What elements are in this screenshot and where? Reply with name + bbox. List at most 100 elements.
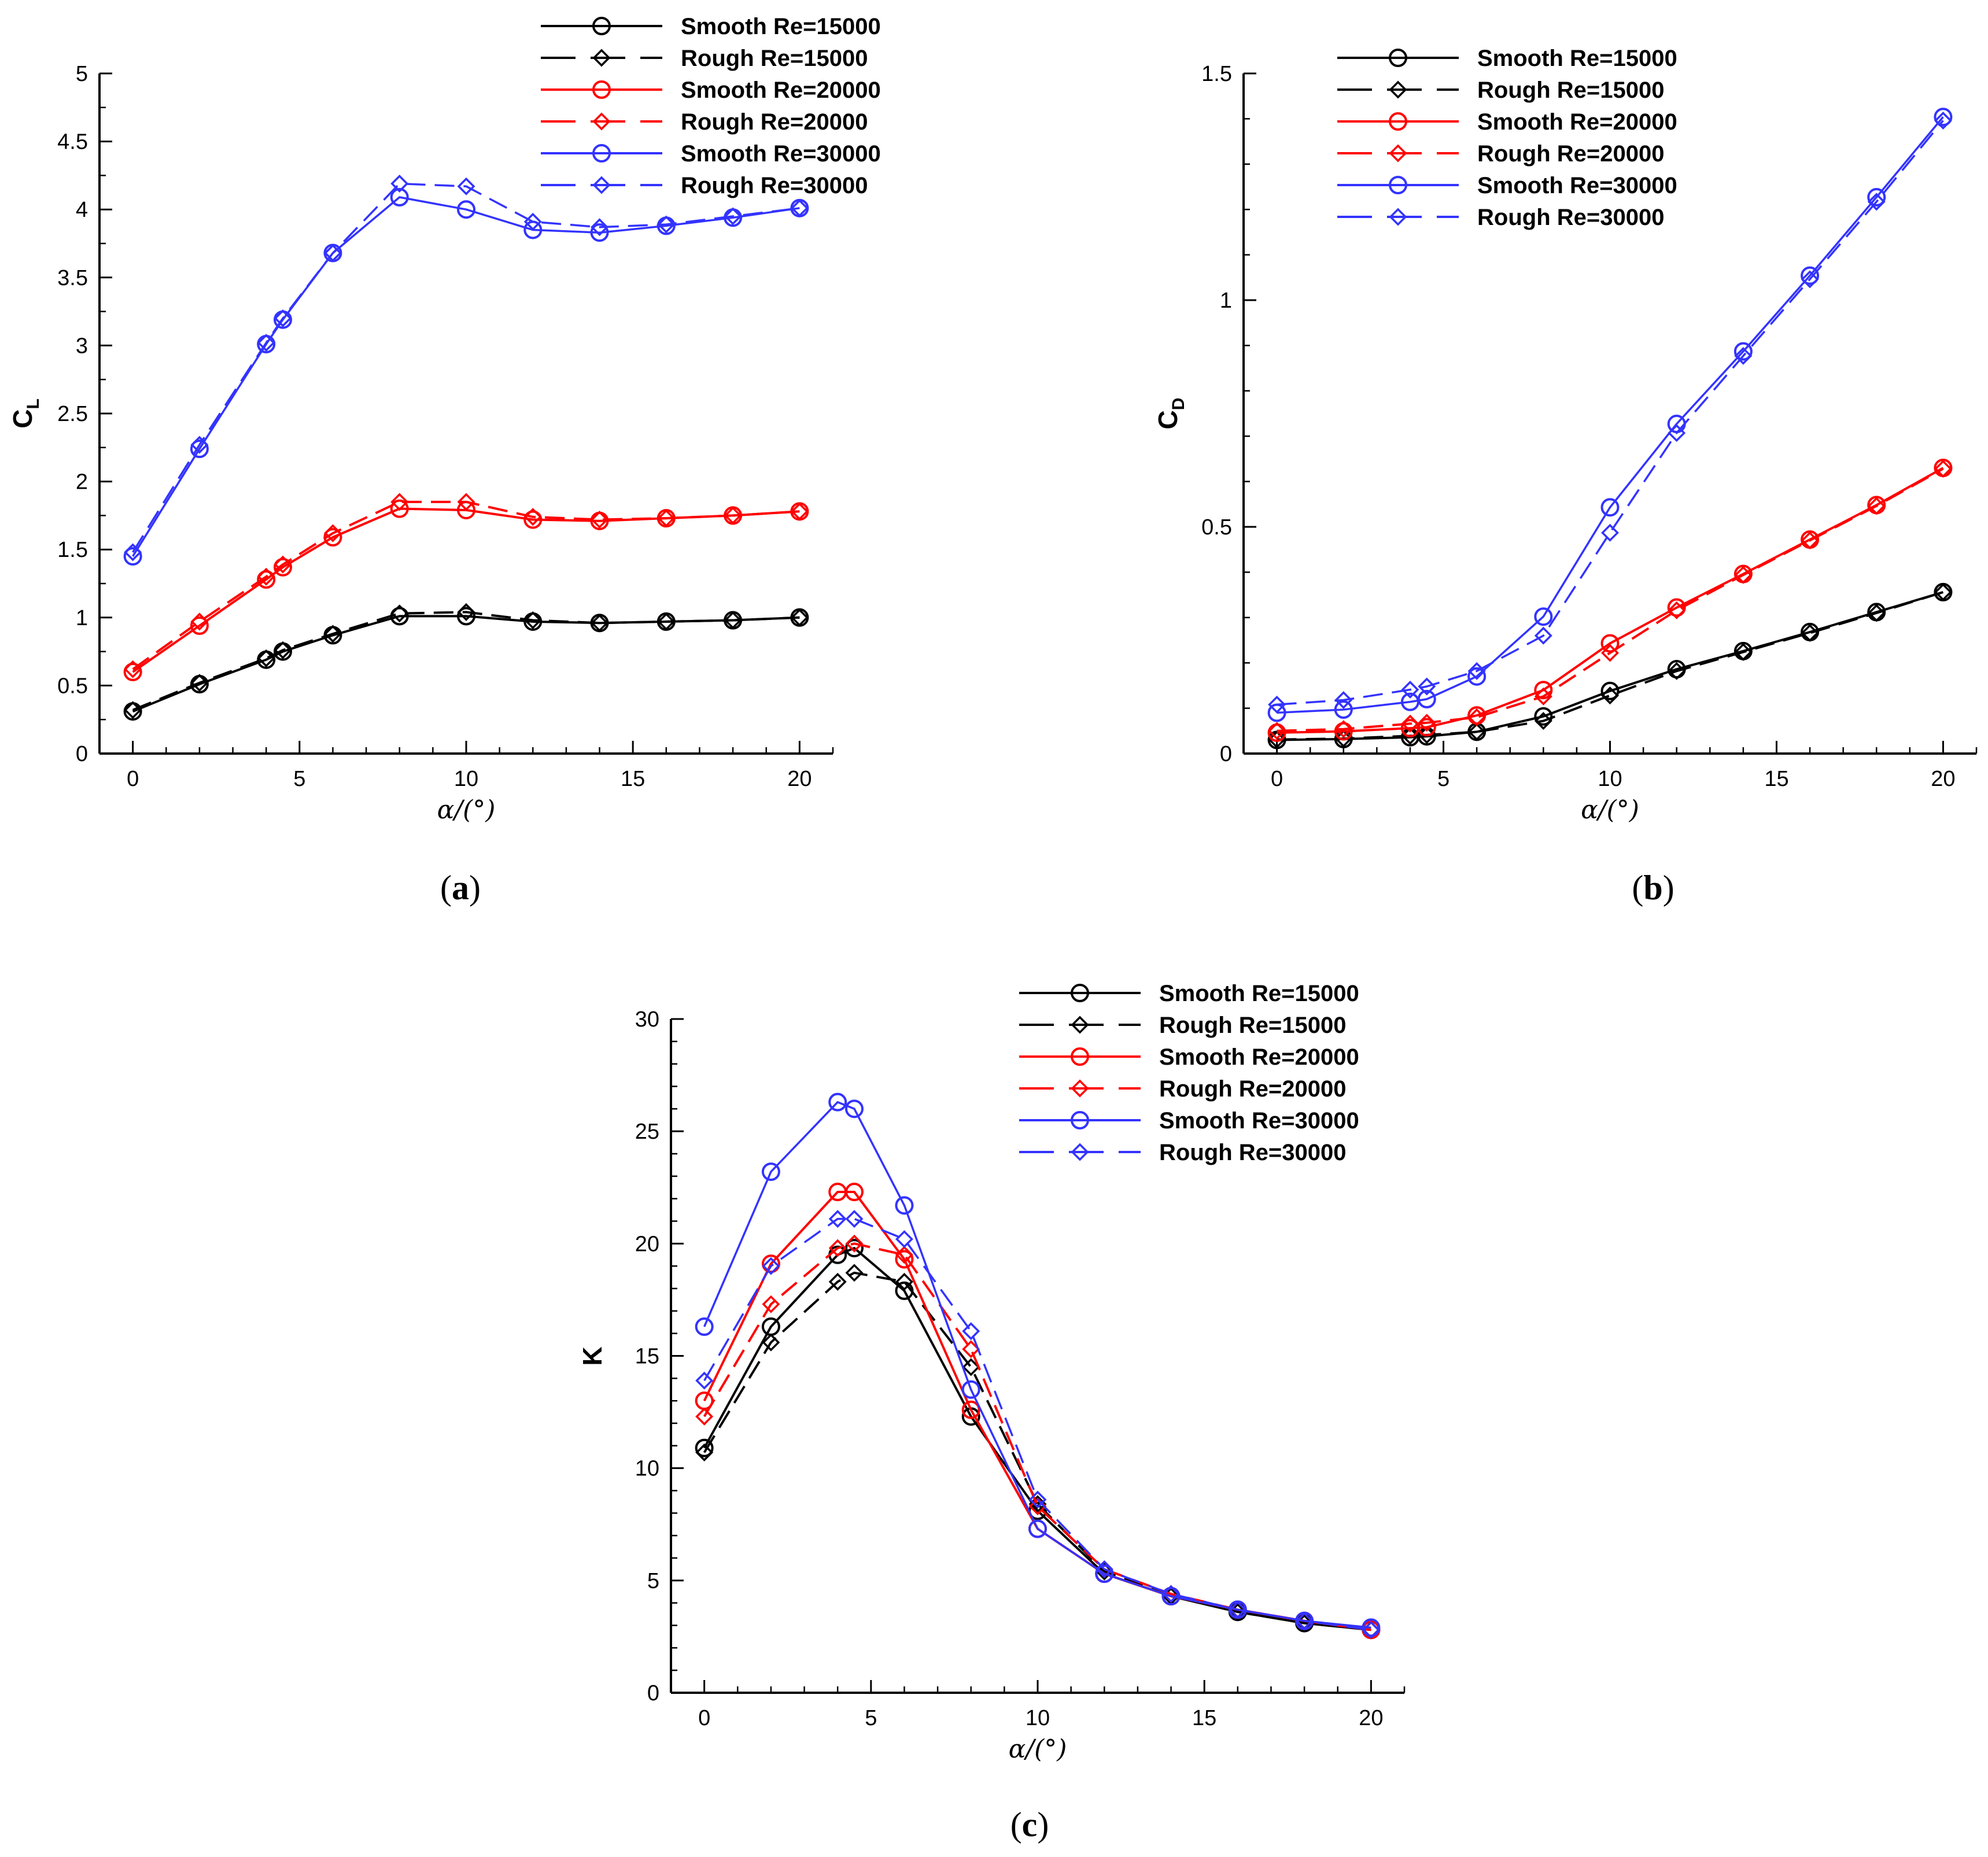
data-point: [123, 662, 142, 681]
y-tick-label: 4.5: [57, 130, 88, 154]
panel-label-letter: a: [452, 869, 469, 907]
series-line: [1277, 120, 1944, 706]
legend-marker: [1389, 144, 1407, 163]
data-point: [695, 1438, 714, 1457]
data-point: [1417, 718, 1436, 737]
data-point: [1601, 686, 1619, 705]
series-rough-re-30000: [1268, 112, 1952, 714]
series-rough-re-15000: [124, 603, 809, 719]
data-point: [274, 555, 292, 574]
data-point: [762, 1295, 780, 1313]
y-tick-label: 1: [76, 606, 88, 630]
data-point: [523, 611, 542, 629]
legend-entry-label: Smooth Re=30000: [681, 141, 881, 167]
data-point: [657, 215, 676, 234]
series-line: [1277, 116, 1944, 714]
x-tick-label: 20: [787, 767, 812, 791]
y-tick-label: 2.5: [57, 402, 88, 426]
legend-marker: [1389, 208, 1407, 226]
legend-marker: [1071, 1047, 1089, 1066]
x-tick-label: 5: [293, 767, 305, 791]
data-point: [1934, 582, 1953, 601]
data-point: [828, 1092, 847, 1112]
legend-marker: [1389, 49, 1407, 67]
data-point: [1267, 703, 1286, 722]
legend-marker: [592, 144, 611, 163]
data-point: [390, 499, 409, 518]
data-point: [1600, 498, 1620, 517]
data-point: [845, 1210, 864, 1228]
legend-entry-label: Rough Re=20000: [1159, 1076, 1346, 1102]
y-axis-label-subscript: L: [24, 398, 43, 409]
data-point: [1867, 497, 1886, 515]
data-point: [1534, 607, 1553, 626]
data-point: [895, 1272, 913, 1291]
legend: Smooth Re=15000 Rough Re=15000 Smooth Re=2…: [541, 14, 881, 198]
data-point: [1295, 1612, 1314, 1630]
y-tick-label: 0.5: [1201, 515, 1232, 540]
data-point: [1734, 346, 1753, 365]
data-point: [962, 1322, 980, 1341]
series-line: [703, 1247, 1371, 1631]
series-line: [1277, 467, 1944, 732]
data-point: [1467, 667, 1487, 686]
data-point: [1417, 689, 1436, 708]
data-point: [695, 1407, 714, 1426]
data-point: [124, 543, 142, 562]
data-point: [1934, 108, 1953, 127]
data-point: [1028, 1519, 1047, 1538]
y-tick-label: 10: [635, 1457, 659, 1481]
data-point: [1733, 342, 1753, 361]
panel-label: (c): [1010, 1806, 1049, 1844]
data-point: [190, 674, 209, 692]
data-point: [895, 1196, 914, 1215]
data-point: [828, 1210, 847, 1228]
legend-entry-label: Smooth Re=20000: [1477, 109, 1677, 135]
data-point: [1401, 680, 1419, 699]
y-tick-label: 5: [647, 1569, 659, 1593]
y-tick-label: 30: [635, 1007, 659, 1032]
legend-marker: [1389, 80, 1407, 99]
data-point: [724, 506, 742, 525]
data-point: [591, 218, 609, 237]
chart-b: 0 5 10 15 20 0 0.5 1 1.5 α/(°) CD Smooth Re=15000 Ro…: [1153, 46, 1978, 907]
y-axis-label: K: [577, 1346, 607, 1365]
data-point: [657, 509, 676, 527]
data-point: [591, 510, 609, 529]
legend-marker: [1389, 112, 1407, 131]
y-tick-label: 0: [76, 742, 88, 766]
y-axis-label-main: C: [8, 409, 38, 429]
series-line: [703, 1271, 1371, 1631]
data-point: [1334, 722, 1353, 741]
legend-marker: [1389, 176, 1407, 194]
y-tick-label: 5: [76, 62, 88, 86]
data-point: [1934, 583, 1952, 601]
data-point: [1934, 112, 1952, 130]
data-point: [845, 1099, 864, 1118]
x-tick-label: 0: [127, 767, 139, 791]
data-point: [1334, 729, 1353, 748]
series-line: [703, 1101, 1371, 1629]
data-point: [1534, 712, 1552, 730]
data-point: [828, 1239, 847, 1257]
data-point: [1801, 531, 1819, 549]
data-point: [1268, 722, 1286, 740]
y-tick-label: 2: [76, 470, 88, 494]
legend-entry-label: Rough Re=15000: [1159, 1013, 1346, 1038]
y-tick-label: 25: [635, 1120, 659, 1144]
x-axis-label: α/(°): [437, 795, 496, 825]
data-point: [724, 207, 742, 226]
data-point: [962, 1340, 980, 1358]
x-tick-label: 15: [1764, 767, 1788, 791]
data-point: [1734, 643, 1753, 661]
y-tick-label: 15: [635, 1345, 659, 1369]
y-tick-label: 3: [76, 334, 88, 358]
data-point: [845, 1234, 864, 1253]
data-point: [1418, 677, 1436, 696]
series-smooth-re-20000: [123, 499, 809, 681]
data-point: [590, 223, 609, 242]
data-point: [895, 1246, 913, 1264]
chart-a: 0 5 10 15 20 0 0.5 1 1.5 2 2.5 3 3.5 4 4.5 5 α/(°) CL Smoo…: [8, 14, 881, 907]
x-tick-label: 20: [1359, 1706, 1383, 1730]
data-point: [895, 1250, 914, 1269]
